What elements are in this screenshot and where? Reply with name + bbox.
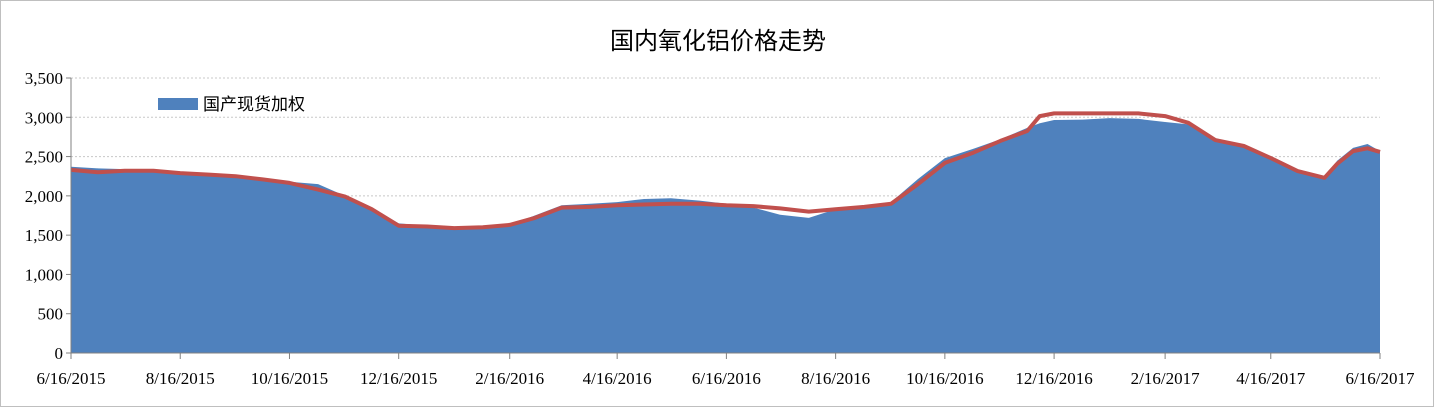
y-tick-label: 2,500: [25, 148, 63, 167]
y-tick-label: 1,500: [25, 226, 63, 245]
y-tick-label: 3,500: [25, 69, 63, 88]
x-tick-label: 8/16/2015: [146, 369, 215, 388]
x-tick-label: 2/16/2016: [475, 369, 544, 388]
x-tick-label: 12/16/2015: [360, 369, 437, 388]
chart-title: 国内氧化铝价格走势: [610, 27, 826, 55]
y-tick-label: 0: [55, 344, 64, 363]
y-tick-label: 2,000: [25, 187, 63, 206]
series-layer: [71, 113, 1380, 353]
legend-swatch-area: [158, 98, 198, 110]
x-tick-label: 6/16/2016: [692, 369, 761, 388]
x-tick-label: 4/16/2017: [1236, 369, 1305, 388]
x-tick-label: 8/16/2016: [801, 369, 870, 388]
x-tick-label: 4/16/2016: [583, 369, 652, 388]
series-area: [71, 118, 1380, 353]
y-tick-label: 500: [38, 305, 64, 324]
legend: 国产现货加权: [158, 95, 305, 115]
legend-label: 国产现货加权: [203, 95, 305, 115]
x-tick-label: 10/16/2016: [906, 369, 983, 388]
y-tick-label: 3,000: [25, 108, 63, 127]
y-tick-label: 1,000: [25, 265, 63, 284]
x-tick-label: 6/16/2017: [1346, 369, 1415, 388]
x-tick-label: 10/16/2015: [251, 369, 328, 388]
x-tick-label: 12/16/2016: [1015, 369, 1092, 388]
x-tick-label: 6/16/2015: [37, 369, 106, 388]
x-tick-label: 2/16/2017: [1131, 369, 1200, 388]
